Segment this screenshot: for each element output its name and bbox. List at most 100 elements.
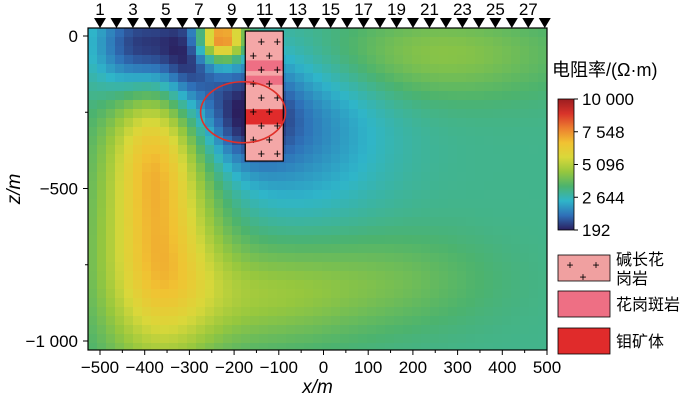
heatmap-cell	[304, 154, 314, 164]
heatmap-cell	[430, 244, 440, 254]
heatmap-cell	[295, 37, 305, 47]
heatmap-cell	[349, 316, 359, 326]
heatmap-cell	[484, 181, 494, 191]
heatmap-cell	[295, 100, 305, 110]
heatmap-cell	[448, 91, 458, 101]
heatmap-cell	[250, 163, 260, 173]
heatmap-cell	[331, 37, 341, 47]
heatmap-cell	[160, 334, 170, 344]
heatmap-cell	[322, 235, 332, 245]
heatmap-cell	[196, 208, 206, 218]
heatmap-cell	[214, 253, 224, 263]
heatmap-cell	[313, 334, 323, 344]
plus-symbol: +	[273, 62, 281, 77]
heatmap-cell	[529, 289, 539, 299]
heatmap-cell	[187, 100, 197, 110]
heatmap-cell	[412, 307, 422, 317]
heatmap-cell	[439, 91, 449, 101]
heatmap-cell	[115, 271, 125, 281]
heatmap-cell	[439, 217, 449, 227]
heatmap-cell	[106, 163, 116, 173]
heatmap-cell	[502, 91, 512, 101]
heatmap-cell	[376, 46, 386, 56]
heatmap-cell	[430, 46, 440, 56]
heatmap-cell	[304, 37, 314, 47]
heatmap-cell	[529, 208, 539, 218]
heatmap-cell	[484, 325, 494, 335]
heatmap-cell	[97, 190, 107, 200]
heatmap-cell	[511, 136, 521, 146]
heatmap-cell	[511, 163, 521, 173]
heatmap-cell	[142, 271, 152, 281]
heatmap-cell	[412, 46, 422, 56]
heatmap-cell	[106, 334, 116, 344]
heatmap-cell	[322, 55, 332, 65]
heatmap-cell	[529, 73, 539, 83]
heatmap-cell	[385, 64, 395, 74]
heatmap-cell	[304, 343, 314, 350]
heatmap-cell	[403, 262, 413, 272]
heatmap-cell	[151, 145, 161, 155]
heatmap-cell	[376, 154, 386, 164]
heatmap-cell	[421, 46, 431, 56]
heatmap-cell	[223, 316, 233, 326]
heatmap-cell	[97, 271, 107, 281]
heatmap-cell	[367, 172, 377, 182]
heatmap-cell	[169, 190, 179, 200]
heatmap-cell	[214, 307, 224, 317]
heatmap-cell	[295, 118, 305, 128]
heatmap-cell	[385, 118, 395, 128]
heatmap-cell	[160, 280, 170, 290]
heatmap-cell	[502, 73, 512, 83]
heatmap-cell	[466, 334, 476, 344]
heatmap-cell	[385, 343, 395, 350]
heatmap-cell	[403, 37, 413, 47]
heatmap-cell	[493, 298, 503, 308]
heatmap-cell	[277, 181, 287, 191]
heatmap-cell	[97, 145, 107, 155]
heatmap-cell	[331, 82, 341, 92]
heatmap-cell	[457, 100, 467, 110]
heatmap-cell	[232, 91, 242, 101]
heatmap-cell	[502, 136, 512, 146]
heatmap-cell	[187, 244, 197, 254]
heatmap-cell	[133, 298, 143, 308]
heatmap-cell	[97, 262, 107, 272]
heatmap-cell	[304, 307, 314, 317]
heatmap-cell	[277, 307, 287, 317]
heatmap-cell	[511, 208, 521, 218]
heatmap-cell	[484, 298, 494, 308]
colorbar-title: 电阻率/(Ω·m)	[552, 60, 657, 80]
heatmap-cell	[502, 262, 512, 272]
heatmap-cell	[448, 253, 458, 263]
heatmap-cell	[358, 253, 368, 263]
heatmap-cell	[520, 109, 530, 119]
heatmap-cell	[430, 217, 440, 227]
heatmap-cell	[151, 181, 161, 191]
heatmap-cell	[187, 226, 197, 236]
heatmap-cell	[106, 37, 116, 47]
heatmap-cell	[385, 289, 395, 299]
heatmap-cell	[331, 235, 341, 245]
heatmap-cell	[529, 82, 539, 92]
heatmap-cell	[295, 307, 305, 317]
heatmap-cell	[160, 244, 170, 254]
heatmap-cell	[223, 172, 233, 182]
heatmap-cell	[520, 82, 530, 92]
heatmap-cell	[538, 325, 547, 335]
heatmap-cell	[385, 235, 395, 245]
heatmap-cell	[169, 145, 179, 155]
heatmap-cell	[88, 64, 98, 74]
heatmap-cell	[286, 271, 296, 281]
heatmap-cell	[295, 199, 305, 209]
heatmap-cell	[250, 226, 260, 236]
heatmap-cell	[538, 136, 547, 146]
heatmap-cell	[223, 190, 233, 200]
heatmap-cell	[88, 28, 98, 38]
heatmap-cell	[295, 172, 305, 182]
heatmap-cell	[448, 307, 458, 317]
heatmap-cell	[502, 181, 512, 191]
heatmap-cell	[475, 235, 485, 245]
heatmap-cell	[151, 91, 161, 101]
heatmap-cell	[187, 316, 197, 326]
